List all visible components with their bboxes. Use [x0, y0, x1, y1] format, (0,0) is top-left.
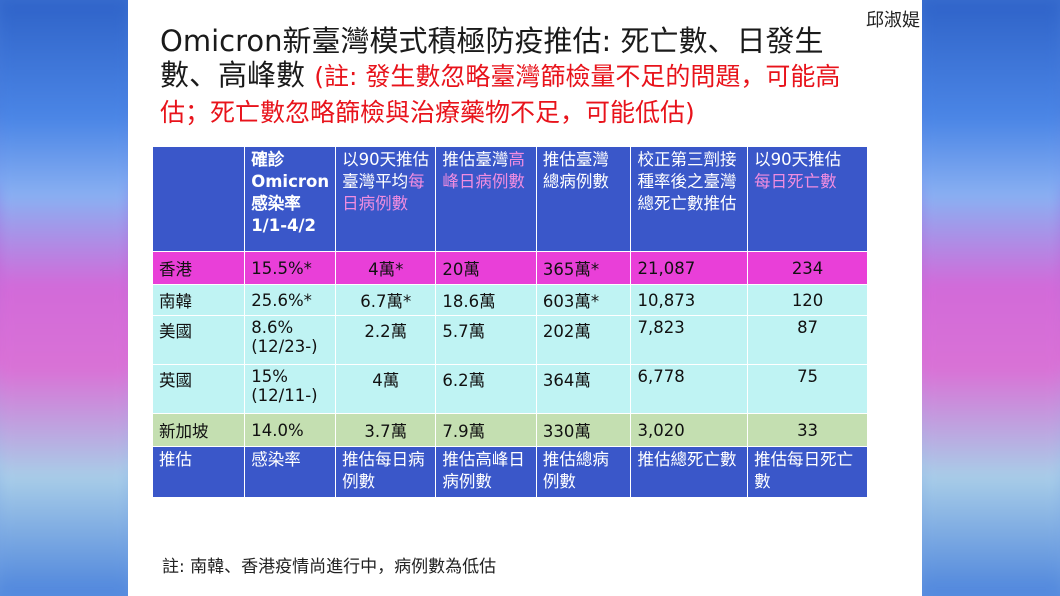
cell-peak: 7.9萬	[435, 413, 537, 447]
cell-deaths: 6,778	[630, 364, 749, 414]
footnote: 註: 南韓、香港疫情尚進行中，病例數為低估	[162, 557, 497, 577]
cell-country: 香港	[151, 251, 246, 285]
header-total-deaths: 校正第三劑接種率後之臺灣總死亡數推估	[630, 146, 749, 252]
cell-daily: 4萬*	[335, 251, 437, 285]
slide-title: Omicron新臺灣模式積極防疫推估: 死亡數、日發生數、高峰數 (註: 發生數…	[160, 24, 880, 130]
table-header-row: 確診 Omicron 感染率 1/1-4/2 以90天推估臺灣平均每日病例數 推…	[151, 146, 868, 252]
cell-peak: 5.7萬	[435, 315, 537, 365]
cell-deaths: 21,087	[630, 251, 749, 285]
cell-country: 南韓	[151, 284, 246, 316]
table-row: 香港 15.5%* 4萬* 20萬 365萬* 21,087 234	[151, 251, 868, 285]
cell-total: 330萬	[535, 413, 632, 447]
footer-peak: 推估高峰日病例數	[435, 446, 537, 498]
table-footer-row: 推估 感染率 推估每日病例數 推估高峰日病例數 推估總病例數 推估總死亡數 推估…	[151, 446, 868, 498]
header-peak-daily-cases: 推估臺灣高峰日病例數	[435, 146, 537, 252]
table-row: 南韓 25.6%* 6.7萬* 18.6萬 603萬* 10,873 120	[151, 284, 868, 316]
blurred-background-right	[922, 0, 1060, 596]
footer-name: 推估	[151, 446, 246, 498]
cell-rate: 15% (12/11-)	[244, 364, 337, 414]
footer-rate: 感染率	[244, 446, 337, 498]
header-daily-deaths: 以90天推估 每日死亡數	[747, 146, 868, 252]
title-note: (註: 發生數忽略臺灣篩檢量不足的問題，可能高估；死亡數忽略篩檢與治療藥物不足，…	[160, 62, 841, 127]
blurred-background-left	[0, 0, 128, 596]
cell-rate: 8.6% (12/23-)	[244, 315, 337, 365]
cell-rate: 25.6%*	[244, 284, 337, 316]
cell-rate: 15.5%*	[244, 251, 337, 285]
data-table: 確診 Omicron 感染率 1/1-4/2 以90天推估臺灣平均每日病例數 推…	[151, 146, 868, 498]
cell-deaths: 7,823	[630, 315, 749, 365]
author-label: 邱淑媞	[866, 10, 920, 31]
cell-daily-deaths: 33	[747, 413, 868, 447]
cell-country: 新加坡	[151, 413, 246, 447]
title-main: Omicron新臺灣模式積極防疫推估: 死亡數、日發生數、高峰數	[160, 24, 824, 92]
cell-rate: 14.0%	[244, 413, 337, 447]
cell-deaths: 10,873	[630, 284, 749, 316]
cell-total: 603萬*	[535, 284, 632, 316]
cell-daily: 2.2萬	[335, 315, 437, 365]
slide: 邱淑媞 Omicron新臺灣模式積極防疫推估: 死亡數、日發生數、高峰數 (註:…	[128, 0, 922, 596]
table-row: 新加坡 14.0% 3.7萬 7.9萬 330萬 3,020 33	[151, 413, 868, 447]
header-country	[151, 146, 246, 252]
footer-daily-deaths: 推估每日死亡數	[747, 446, 868, 498]
header-total-cases: 推估臺灣總病例數	[535, 146, 632, 252]
cell-peak: 20萬	[435, 251, 537, 285]
cell-deaths: 3,020	[630, 413, 749, 447]
footer-daily: 推估每日病例數	[335, 446, 437, 498]
footer-total: 推估總病例數	[535, 446, 632, 498]
cell-country: 英國	[151, 364, 246, 414]
cell-daily: 6.7萬*	[335, 284, 437, 316]
footer-deaths: 推估總死亡數	[630, 446, 749, 498]
cell-peak: 18.6萬	[435, 284, 537, 316]
header-avg-daily-cases: 以90天推估臺灣平均每日病例數	[335, 146, 437, 252]
table-row: 英國 15% (12/11-) 4萬 6.2萬 364萬 6,778 75	[151, 364, 868, 414]
cell-daily-deaths: 120	[747, 284, 868, 316]
cell-daily-deaths: 234	[747, 251, 868, 285]
cell-daily-deaths: 87	[747, 315, 868, 365]
cell-total: 202萬	[535, 315, 632, 365]
table-row: 美國 8.6% (12/23-) 2.2萬 5.7萬 202萬 7,823 87	[151, 315, 868, 365]
cell-daily: 4萬	[335, 364, 437, 414]
cell-total: 364萬	[535, 364, 632, 414]
cell-daily-deaths: 75	[747, 364, 868, 414]
cell-daily: 3.7萬	[335, 413, 437, 447]
header-infection-rate: 確診 Omicron 感染率 1/1-4/2	[244, 146, 337, 252]
cell-total: 365萬*	[535, 251, 632, 285]
cell-peak: 6.2萬	[435, 364, 537, 414]
cell-country: 美國	[151, 315, 246, 365]
